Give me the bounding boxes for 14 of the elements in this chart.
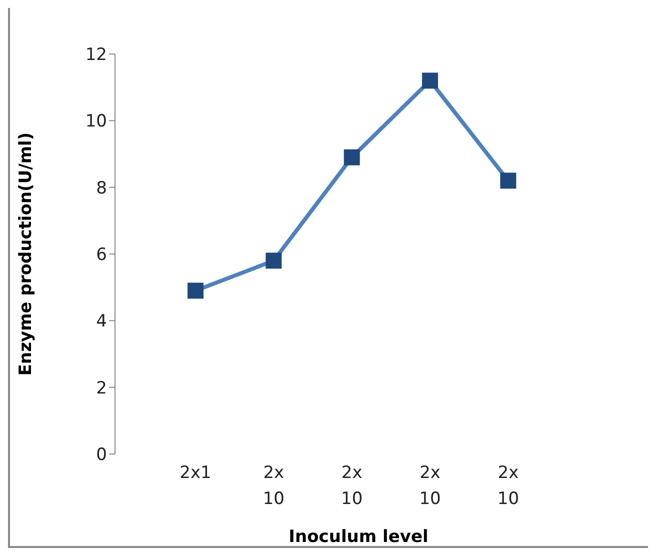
y-tick-label: 12 bbox=[85, 45, 107, 66]
y-tick-label: 2 bbox=[96, 378, 107, 398]
x-axis-title: Inoculum level bbox=[288, 527, 428, 547]
y-tick-label: 4 bbox=[96, 312, 107, 332]
y-tick-label: 8 bbox=[96, 178, 107, 198]
x-tick-label: 2x 10 bbox=[497, 463, 520, 509]
x-tick-label: 2x 10 bbox=[341, 463, 363, 509]
x-tick-label: 2x 10 bbox=[419, 463, 441, 509]
y-tick-label: 10 bbox=[85, 112, 107, 132]
x-tick-label: 2x1 bbox=[180, 463, 212, 483]
y-tick-label: 6 bbox=[96, 245, 107, 266]
y-axis-title: Enzyme production(U/ml) bbox=[16, 132, 36, 376]
x-tick-label: 2x 10 bbox=[262, 463, 285, 509]
y-tick-label: 0 bbox=[96, 445, 107, 466]
